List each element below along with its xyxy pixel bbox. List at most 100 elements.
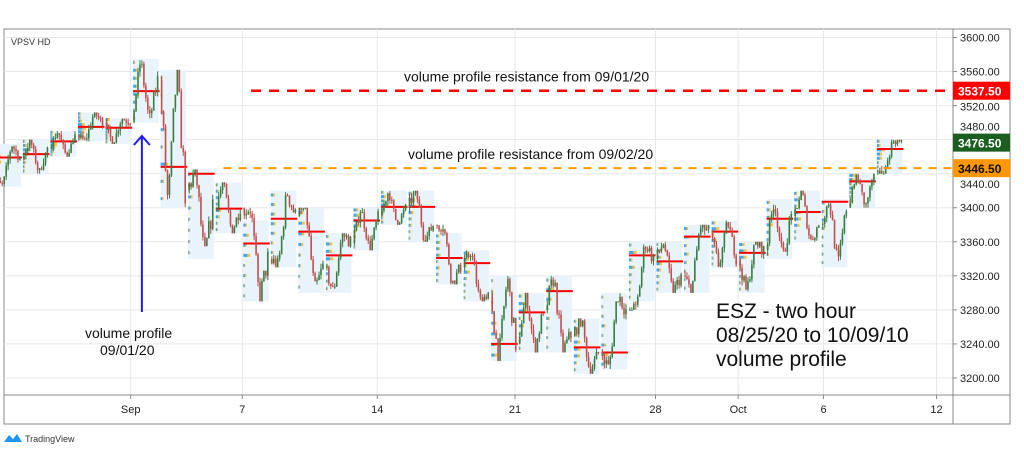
candle bbox=[888, 154, 891, 165]
volume-bar-up bbox=[491, 311, 494, 315]
volume-bar-up bbox=[215, 215, 219, 219]
volume-bar-down bbox=[494, 321, 497, 325]
candle bbox=[727, 221, 730, 229]
tradingview-logo[interactable]: TradingView bbox=[4, 434, 75, 444]
candle bbox=[542, 313, 545, 316]
volume-bar-up bbox=[353, 213, 357, 217]
candle-body bbox=[363, 212, 366, 229]
candle-body bbox=[636, 296, 639, 305]
candle-body bbox=[263, 270, 265, 281]
volume-bar-up bbox=[22, 165, 25, 169]
candle-body bbox=[13, 146, 15, 150]
candle bbox=[408, 193, 411, 213]
candles bbox=[0, 60, 903, 374]
candle bbox=[91, 114, 94, 130]
candle-body bbox=[145, 85, 147, 99]
candle-body bbox=[735, 255, 737, 265]
candle-body bbox=[591, 368, 594, 374]
candle bbox=[581, 320, 584, 328]
candle bbox=[261, 278, 263, 302]
volume-bar-up bbox=[133, 68, 136, 72]
candle bbox=[450, 263, 452, 285]
volume-bar-down bbox=[768, 200, 771, 204]
volume-bar-up bbox=[50, 149, 53, 153]
volume-bar-up bbox=[325, 235, 328, 239]
time-axis[interactable]: Sep 7 14 21 28 Oct 6 12 bbox=[121, 395, 943, 416]
candle-body bbox=[412, 193, 415, 204]
volume-bar-down bbox=[795, 230, 797, 234]
volume-bar-up bbox=[518, 316, 521, 320]
volume-bar-up bbox=[243, 223, 246, 227]
candle-body bbox=[148, 110, 151, 114]
candle-body bbox=[143, 63, 145, 86]
arrow-note-line: 09/01/20 bbox=[100, 342, 155, 358]
candle bbox=[115, 128, 118, 144]
candle bbox=[528, 305, 531, 322]
y-tick-label: 3400.00 bbox=[960, 203, 1000, 215]
candle-body bbox=[727, 222, 730, 227]
candle-body bbox=[332, 286, 334, 288]
volume-bar-up bbox=[656, 287, 658, 291]
candle-body bbox=[328, 266, 330, 284]
volume-bar-down bbox=[822, 244, 824, 248]
volume-bar-down bbox=[852, 173, 856, 177]
volume-bar-up bbox=[133, 60, 135, 64]
candle-body bbox=[385, 201, 387, 205]
volume-bar-up bbox=[601, 324, 604, 328]
candle bbox=[123, 118, 126, 121]
candle bbox=[54, 133, 57, 140]
volume-bar-up bbox=[353, 224, 358, 228]
candle bbox=[361, 208, 364, 214]
candle-body bbox=[680, 274, 682, 286]
candle bbox=[345, 233, 348, 240]
volume-bar-down bbox=[521, 324, 524, 328]
candle bbox=[107, 124, 110, 134]
candle bbox=[629, 307, 631, 311]
candle bbox=[619, 293, 621, 307]
candle bbox=[74, 131, 76, 143]
candle-body bbox=[62, 140, 65, 145]
candle bbox=[160, 75, 163, 115]
candle bbox=[347, 234, 350, 247]
candle-body bbox=[217, 196, 220, 208]
indicator-label[interactable]: VPSV HD bbox=[11, 37, 51, 47]
volume-bar-down bbox=[52, 130, 54, 134]
candle-body bbox=[383, 204, 385, 211]
volume-bar-down bbox=[577, 347, 581, 351]
volume-bar-down bbox=[685, 269, 687, 273]
candle-body bbox=[485, 296, 488, 300]
candle bbox=[609, 354, 612, 370]
candle bbox=[835, 243, 838, 251]
volume-bar-down bbox=[822, 261, 824, 265]
candle bbox=[349, 236, 352, 248]
candle bbox=[660, 242, 663, 254]
candle bbox=[896, 139, 899, 146]
candle bbox=[135, 94, 137, 113]
volume-bar-up bbox=[436, 279, 438, 283]
volume-bar-down bbox=[82, 123, 85, 127]
candle bbox=[66, 151, 68, 157]
candle bbox=[227, 194, 230, 213]
volume-bar-up bbox=[684, 269, 686, 273]
candle-body bbox=[568, 332, 570, 340]
volume-bar-up bbox=[78, 112, 80, 116]
volume-bar-up bbox=[78, 119, 81, 123]
candle bbox=[208, 216, 210, 239]
candle-body bbox=[522, 307, 525, 324]
candle-body bbox=[198, 185, 200, 198]
candle-body bbox=[638, 286, 641, 297]
candle bbox=[475, 260, 478, 288]
candle bbox=[894, 140, 897, 148]
candle bbox=[471, 252, 474, 261]
candle-body bbox=[125, 120, 127, 123]
volume-bar-up bbox=[381, 199, 384, 203]
candle-body bbox=[182, 148, 185, 153]
candle-body bbox=[827, 204, 830, 207]
candle bbox=[233, 225, 236, 234]
candle bbox=[540, 312, 543, 334]
candle bbox=[871, 178, 873, 191]
volume-bar-down bbox=[658, 274, 660, 278]
price-axis[interactable]: 3200.00 3240.00 3280.00 3320.00 3360.00 3400.… bbox=[953, 33, 1010, 385]
candle-body bbox=[276, 258, 279, 268]
